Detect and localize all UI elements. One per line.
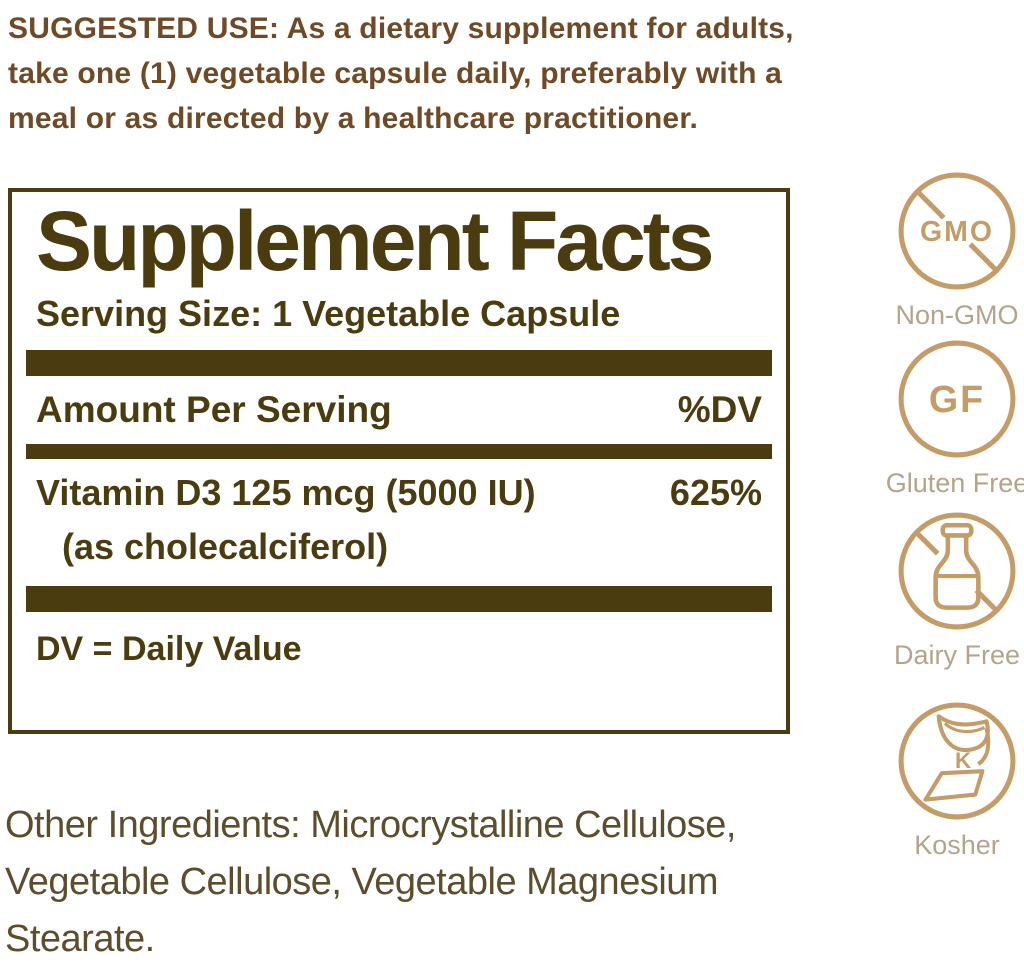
badge-label: Non-GMO — [895, 300, 1019, 330]
other-ingredients-line: Vegetable Cellulose, Vegetable Magnesium — [5, 861, 719, 903]
divider-bar — [26, 444, 772, 459]
supplement-facts-panel: Supplement Facts Serving Size: 1 Vegetab… — [8, 188, 790, 734]
nutrient-dv-value: 625% — [669, 472, 762, 513]
serving-size: Serving Size: 1 Vegetable Capsule — [36, 293, 621, 334]
badge-label: Dairy Free — [893, 640, 1021, 670]
column-header-row: Amount Per Serving %DV — [36, 385, 762, 435]
badge-label: Gluten Free — [885, 468, 1024, 498]
suggested-use-line: meal or as directed by a healthcare prac… — [8, 102, 699, 135]
suggested-use-line: SUGGESTED USE: As a dietary supplement f… — [8, 12, 794, 45]
badge-non-gmo: GMO Non-GMO — [892, 170, 1022, 330]
non-gmo-icon: GMO — [898, 172, 1016, 290]
panel-title: Supplement Facts — [36, 194, 714, 288]
nutrient-row: Vitamin D3 125 mcg (5000 IU) 625% — [36, 470, 762, 516]
other-ingredients-line: Other Ingredients: Microcrystalline Cell… — [5, 804, 736, 846]
badge-gluten-free: GF Gluten Free — [886, 338, 1024, 498]
badge-label: Kosher — [914, 830, 1000, 860]
gmo-abbr-text: GMO — [920, 216, 994, 248]
gf-abbr-text: GF — [929, 378, 985, 420]
badge-kosher: K Kosher — [892, 700, 1022, 860]
daily-value-note: DV = Daily Value — [36, 630, 302, 668]
divider-bar — [26, 586, 772, 612]
kosher-kof-k-icon: K — [898, 702, 1016, 820]
amount-per-serving-header: Amount Per Serving — [36, 389, 392, 430]
suggested-use-text: SUGGESTED USE: As a dietary supplement f… — [8, 6, 794, 141]
other-ingredients-line: Stearate. — [5, 918, 155, 960]
divider-bar — [26, 350, 772, 376]
percent-dv-header: %DV — [677, 389, 762, 430]
other-ingredients-text: Other Ingredients: Microcrystalline Cell… — [5, 797, 736, 962]
dairy-free-milk-bottle-icon — [898, 512, 1016, 630]
suggested-use-line: take one (1) vegetable capsule daily, pr… — [8, 57, 783, 90]
kosher-k-text: K — [955, 748, 971, 773]
nutrient-name: Vitamin D3 125 mcg (5000 IU) — [36, 472, 536, 513]
nutrient-subname: (as cholecalciferol) — [62, 526, 389, 567]
badge-dairy-free: Dairy Free — [892, 510, 1022, 670]
gluten-free-icon: GF — [898, 340, 1016, 458]
